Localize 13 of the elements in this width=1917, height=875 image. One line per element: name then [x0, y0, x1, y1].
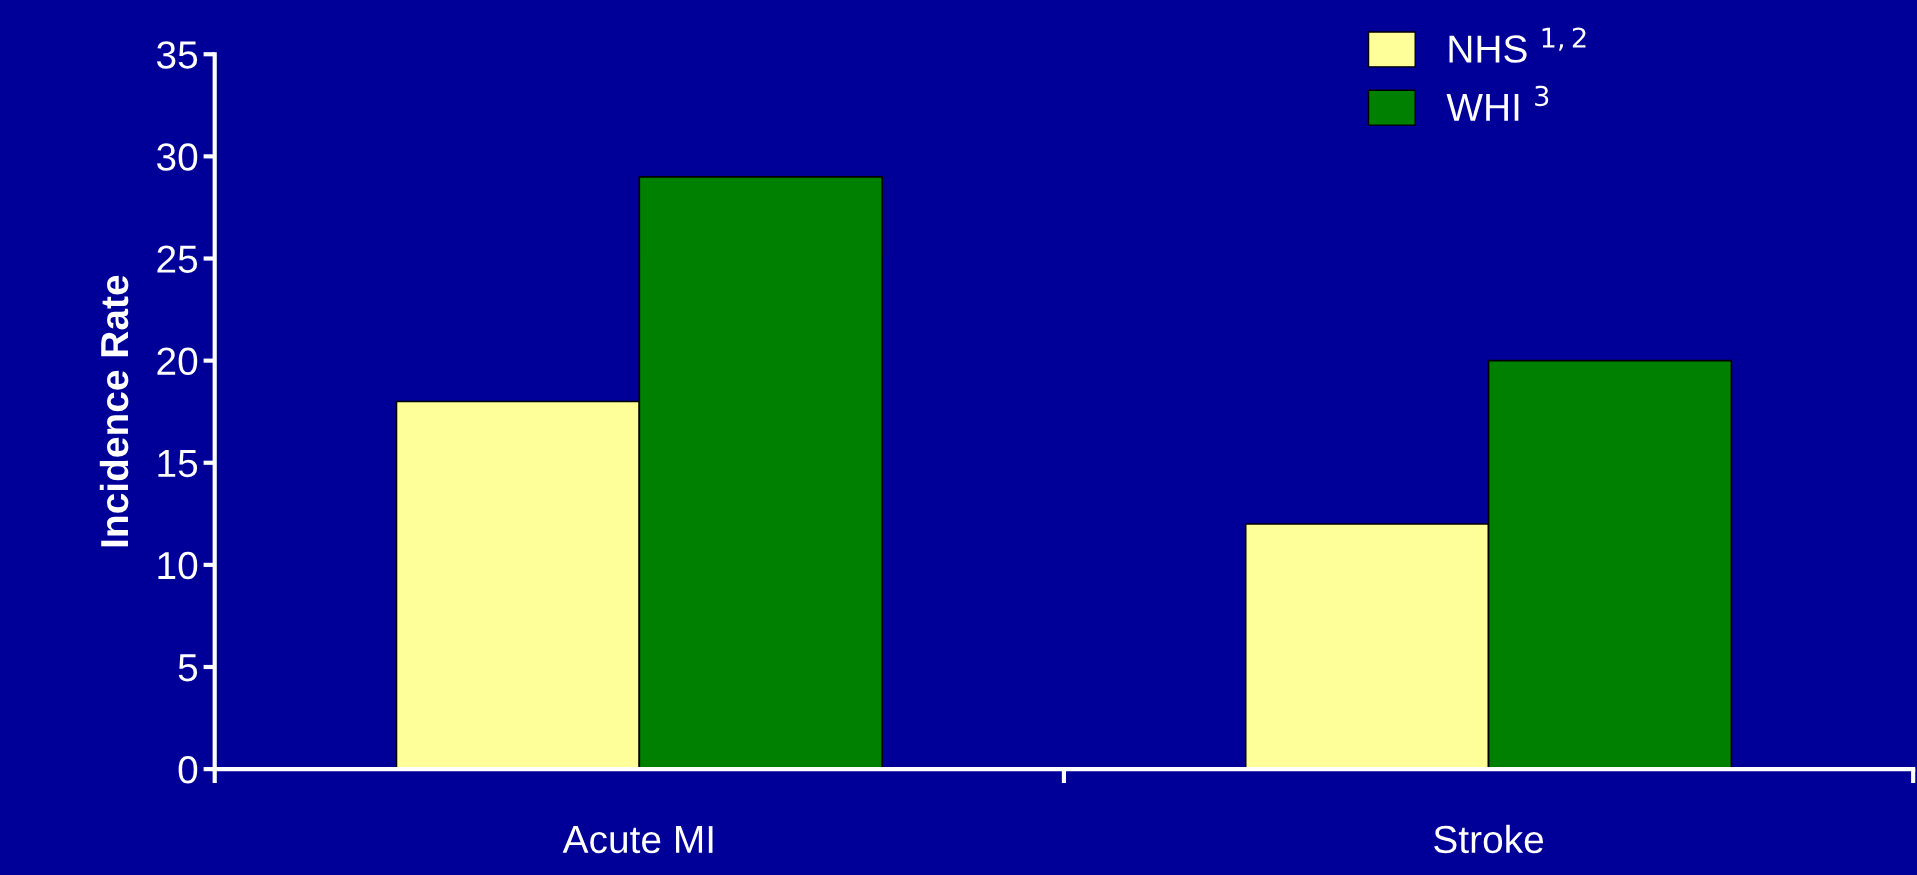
y-tick-label: 35 [156, 41, 198, 69]
legend-label: WHI $^{3}$ [1446, 85, 1549, 121]
y-tick-label: 15 [158, 450, 198, 478]
y-tick-label: 20 [157, 347, 198, 376]
y-tick-label: 0 [178, 756, 198, 784]
y-tick-label: 30 [156, 143, 198, 171]
x-tick-label: Stroke [1434, 824, 1544, 854]
y-tick-label: 10 [158, 551, 198, 580]
y-tick-label: 5 [178, 654, 198, 682]
y-tick-label: 25 [157, 245, 198, 273]
legend-label: NHS $^{1,2}$ [1449, 27, 1586, 63]
y-axis-title: Incidence Rate [99, 275, 129, 547]
x-tick-label: Acute MI [562, 826, 713, 854]
